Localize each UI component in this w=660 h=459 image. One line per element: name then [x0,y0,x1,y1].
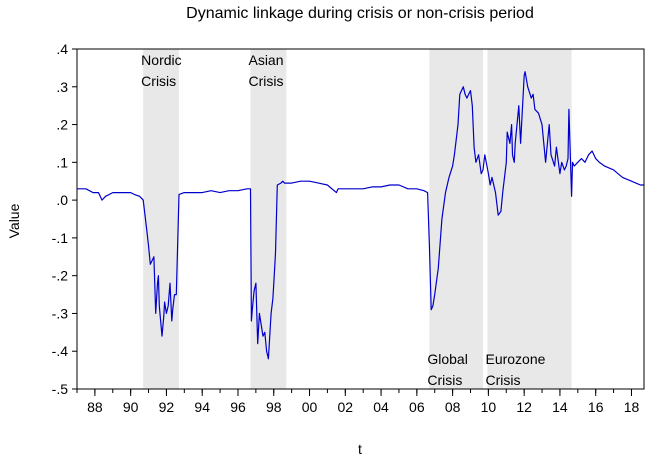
x-tick-label: 94 [194,399,210,415]
x-tick-label: 14 [552,399,568,415]
y-tick-label: -.3 [52,305,69,321]
annotation-nordic-crisis-line1: Nordic [141,52,181,68]
annotation-eurozone-crisis-line2: Crisis [485,372,520,388]
x-tick-label: 12 [516,399,532,415]
crisis-shade-global-crisis [429,49,483,389]
y-tick-label: -.5 [52,381,69,397]
y-tick-label: .4 [56,41,68,57]
x-tick-label: 04 [373,399,389,415]
x-tick-label: 02 [338,399,354,415]
y-tick-label: -.4 [52,343,69,359]
crisis-labels-layer: Nordic Crisis Asian Crisis Global Crisis Euroz… [141,52,545,388]
x-tick-label: 10 [481,399,497,415]
y-tick-label: .3 [56,79,68,95]
x-axis-title: t [358,441,362,457]
y-axis-title: Value [6,203,22,238]
annotation-nordic-crisis-line2: Crisis [141,73,176,89]
annotation-eurozone-crisis-line1: Eurozone [485,351,545,367]
annotation-global-crisis-line2: Crisis [427,372,462,388]
crisis-shade-asian-crisis [250,49,286,389]
annotation-asian-crisis-line2: Crisis [248,73,283,89]
x-tick-label: 88 [87,399,103,415]
x-tick-label: 18 [624,399,640,415]
x-tick-label: 00 [302,399,318,415]
x-tick-label: 06 [409,399,425,415]
crisis-shade-eurozone-crisis [487,49,571,389]
x-tick-label: 90 [123,399,139,415]
y-tick-label: .2 [56,117,68,133]
crisis-shading-layer [143,49,571,389]
x-tick-label: 96 [230,399,246,415]
y-tick-label: -.2 [52,268,69,284]
crisis-shade-nordic-crisis [143,49,179,389]
annotation-asian-crisis-line1: Asian [248,52,283,68]
chart-title: Dynamic linkage during crisis or non-cri… [186,5,534,22]
y-tick-label: .0 [56,192,68,208]
annotation-global-crisis-line1: Global [427,351,467,367]
x-tick-label: 92 [159,399,175,415]
y-tick-label: -.1 [52,230,69,246]
y-tick-label: .1 [56,154,68,170]
chart: .4 .3 .2 .1 .0 -.1 -.2 -.3 -.4 -.5 88 90 92 94 96 98 00 0… [0,0,660,459]
x-tick-label: 08 [445,399,461,415]
x-tick-label: 98 [266,399,282,415]
x-tick-label: 16 [588,399,604,415]
